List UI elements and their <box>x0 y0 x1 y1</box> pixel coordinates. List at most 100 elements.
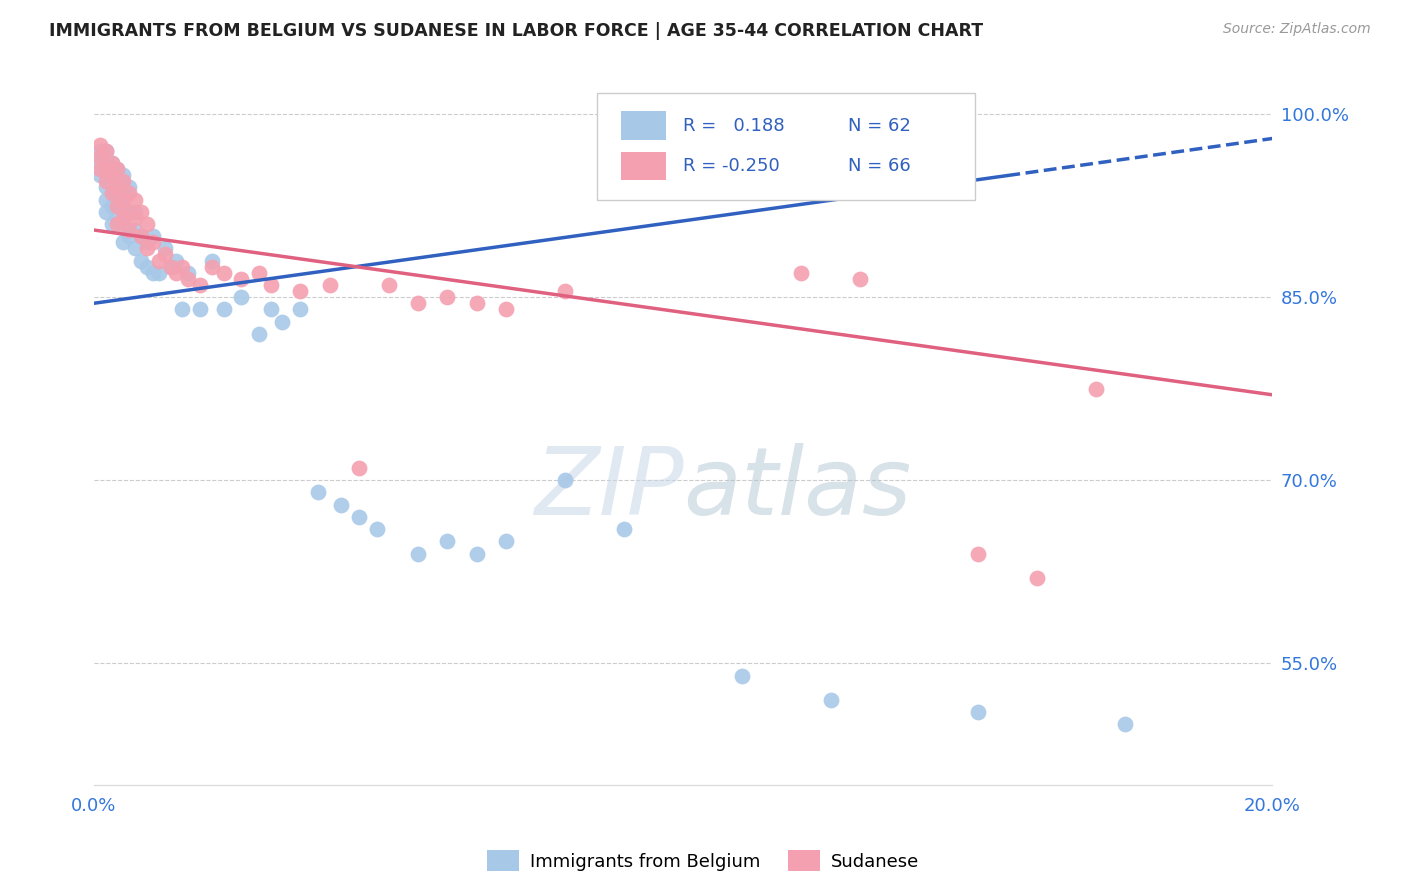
Point <box>100 156 122 170</box>
Point <box>100 168 122 182</box>
Point <box>849 272 872 286</box>
Point <box>107 180 129 194</box>
Point <box>94 174 117 188</box>
Point <box>94 180 117 194</box>
Point <box>136 217 159 231</box>
Point <box>495 302 517 317</box>
Point <box>554 473 576 487</box>
Point <box>118 180 141 194</box>
Point <box>89 168 111 182</box>
Point <box>94 144 117 158</box>
Point <box>212 266 235 280</box>
Point <box>377 277 399 292</box>
Point <box>318 277 340 292</box>
Point <box>107 161 129 176</box>
Point <box>129 229 152 244</box>
Point <box>118 229 141 244</box>
Point <box>820 693 842 707</box>
Point <box>94 156 117 170</box>
Point <box>330 498 353 512</box>
Point <box>112 217 135 231</box>
Point <box>260 302 283 317</box>
Point <box>89 150 111 164</box>
Point <box>188 277 211 292</box>
Point <box>406 296 429 310</box>
Point <box>124 223 146 237</box>
Point <box>112 211 135 225</box>
Point <box>118 204 141 219</box>
FancyBboxPatch shape <box>598 93 976 200</box>
Point <box>129 253 152 268</box>
Point <box>201 260 224 274</box>
Text: ZIP: ZIP <box>534 442 683 533</box>
Point <box>307 485 329 500</box>
Point <box>100 168 122 182</box>
Point <box>1084 382 1107 396</box>
Point <box>347 509 370 524</box>
Point <box>142 266 165 280</box>
Point <box>1025 571 1047 585</box>
Point <box>495 534 517 549</box>
Text: atlas: atlas <box>683 442 911 533</box>
Point <box>165 266 187 280</box>
Point <box>153 247 176 261</box>
Point <box>1114 717 1136 731</box>
Point <box>554 284 576 298</box>
Point <box>731 668 754 682</box>
Point <box>465 547 488 561</box>
Point <box>136 241 159 255</box>
Point <box>112 193 135 207</box>
Point <box>124 204 146 219</box>
Legend: Immigrants from Belgium, Sudanese: Immigrants from Belgium, Sudanese <box>479 843 927 879</box>
Point <box>94 193 117 207</box>
Point <box>159 260 181 274</box>
Point <box>89 137 111 152</box>
Point <box>247 266 270 280</box>
Point <box>260 277 283 292</box>
Point <box>112 235 135 250</box>
Point <box>100 186 122 201</box>
Point <box>107 193 129 207</box>
Point <box>118 223 141 237</box>
Point <box>100 217 122 231</box>
Point <box>966 705 988 719</box>
Point <box>107 180 129 194</box>
Point <box>153 241 176 255</box>
Point <box>118 204 141 219</box>
Point <box>124 193 146 207</box>
Point <box>366 522 388 536</box>
Text: IMMIGRANTS FROM BELGIUM VS SUDANESE IN LABOR FORCE | AGE 35-44 CORRELATION CHART: IMMIGRANTS FROM BELGIUM VS SUDANESE IN L… <box>49 22 983 40</box>
Point <box>124 241 146 255</box>
Point <box>148 266 170 280</box>
Point <box>100 199 122 213</box>
Point <box>112 199 135 213</box>
Point <box>231 272 253 286</box>
Point <box>129 204 152 219</box>
Text: N = 66: N = 66 <box>848 157 911 175</box>
Point <box>177 266 200 280</box>
Point <box>436 534 458 549</box>
Point <box>436 290 458 304</box>
Point <box>107 211 129 225</box>
Point <box>107 199 129 213</box>
Point <box>136 260 159 274</box>
Point <box>790 266 813 280</box>
Point <box>94 161 117 176</box>
Point <box>271 315 294 329</box>
Point <box>172 302 194 317</box>
Point <box>112 168 135 182</box>
Point <box>288 302 311 317</box>
Bar <box>620 112 665 140</box>
Text: R =   0.188: R = 0.188 <box>683 117 785 135</box>
Point <box>159 260 181 274</box>
Point <box>89 144 111 158</box>
Point <box>89 156 111 170</box>
Point <box>201 253 224 268</box>
Point <box>107 217 129 231</box>
Point <box>100 156 122 170</box>
Point <box>177 272 200 286</box>
Point <box>94 144 117 158</box>
Point <box>465 296 488 310</box>
Point <box>124 211 146 225</box>
Point <box>288 284 311 298</box>
